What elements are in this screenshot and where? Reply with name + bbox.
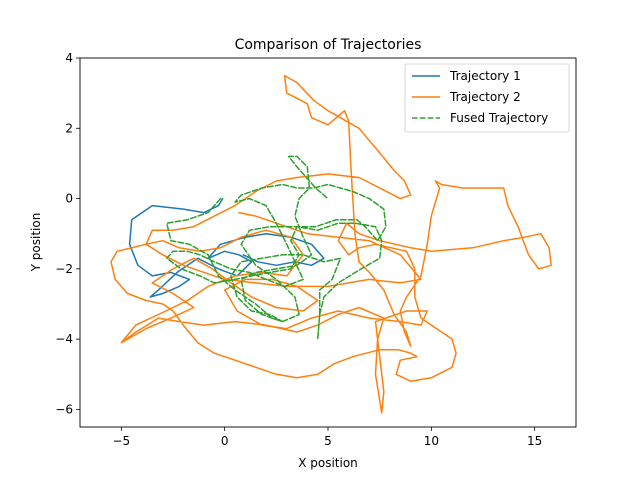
y-axis: −6 −4 −2 0 2 4 bbox=[55, 51, 80, 416]
series-line-1 bbox=[128, 197, 325, 298]
y-tick-label: 4 bbox=[65, 51, 73, 65]
legend-label-1: Trajectory 1 bbox=[449, 69, 521, 83]
y-tick-label: −2 bbox=[55, 262, 73, 276]
legend-box bbox=[404, 63, 570, 133]
y-axis-title: Y position bbox=[29, 213, 43, 273]
x-axis-title: X position bbox=[298, 456, 358, 470]
x-axis: −5 0 5 10 15 bbox=[112, 427, 542, 448]
y-tick-label: −6 bbox=[55, 402, 73, 416]
legend: Trajectory 1 Trajectory 2 Fused Trajectory bbox=[404, 63, 570, 133]
x-tick-label: 15 bbox=[527, 434, 542, 448]
legend-label-2: Trajectory 2 bbox=[449, 90, 521, 104]
series-layer bbox=[110, 74, 552, 414]
series-line-2 bbox=[110, 74, 552, 414]
series-line-3 bbox=[166, 155, 387, 340]
x-tick-label: 10 bbox=[424, 434, 439, 448]
y-tick-label: 2 bbox=[65, 121, 73, 135]
x-tick-label: 5 bbox=[324, 434, 332, 448]
y-tick-label: −4 bbox=[55, 332, 73, 346]
x-tick-label: −5 bbox=[112, 434, 130, 448]
legend-label-3: Fused Trajectory bbox=[450, 111, 548, 125]
y-tick-label: 0 bbox=[65, 192, 73, 206]
x-tick-label: 0 bbox=[221, 434, 229, 448]
chart-title: Comparison of Trajectories bbox=[235, 37, 422, 53]
